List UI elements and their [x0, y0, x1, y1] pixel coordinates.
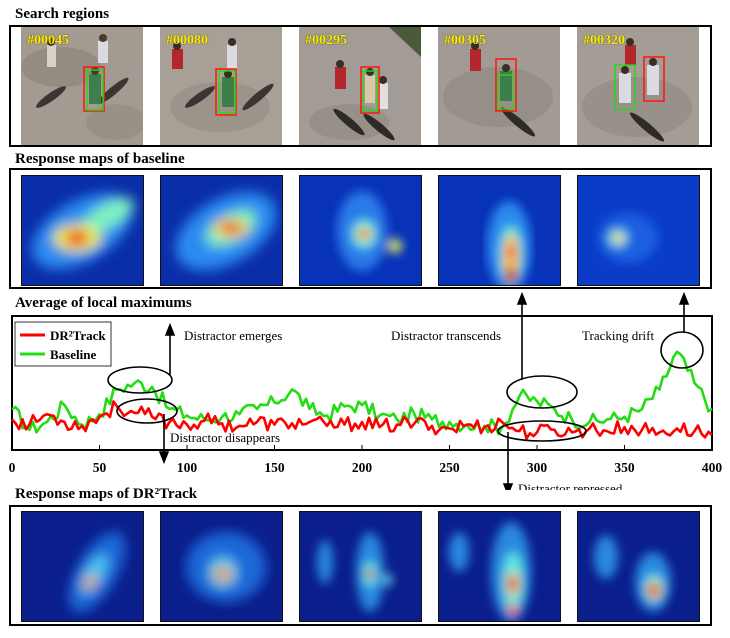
baseline-series-line [11, 350, 713, 436]
section-title-search: Search regions [15, 6, 110, 22]
annotation-transcends: Distractor transcends [391, 328, 501, 343]
drift-arrowhead [678, 291, 690, 305]
search-thumb-5: #00320 [577, 27, 699, 145]
disappears-arrowhead [158, 451, 170, 465]
dr2-map-3 [299, 511, 422, 622]
emerges-arrowhead [164, 322, 176, 336]
disappears-ellipse [116, 398, 178, 424]
emerges-ellipse [107, 366, 173, 394]
search-thumb-1: #00045 [21, 27, 143, 145]
x-tick-label: 150 [264, 460, 285, 475]
annotation-drift: Tracking drift [582, 328, 654, 343]
annotation-repressed: Distractor repressed [518, 481, 623, 490]
repressed-ellipse [497, 420, 587, 442]
section-title-baseline-maps: Response maps of baseline [15, 151, 185, 167]
baseline-map-5 [577, 175, 700, 286]
frame-label-5: #00320 [583, 33, 625, 48]
frame-label-1: #00045 [27, 33, 69, 48]
baseline-map-3 [299, 175, 422, 286]
x-tick-label: 0 [9, 460, 16, 475]
dr2-map-2 [160, 511, 283, 622]
baseline-map-2 [160, 175, 283, 286]
search-thumb-2: #00080 [160, 27, 282, 145]
baseline-map-1 [21, 175, 144, 286]
frame-label-4: #00305 [444, 33, 486, 48]
x-tick-label: 400 [702, 460, 723, 475]
legend-baseline-label: Baseline [50, 347, 96, 362]
repressed-arrowhead [502, 483, 514, 490]
section-title-dr2-maps: Response maps of DR²Track [15, 486, 198, 502]
annotation-emerges: Distractor emerges [184, 328, 282, 343]
x-tick-label: 100 [177, 460, 198, 475]
section-title-average: Average of local maximums [15, 295, 192, 311]
transcends-ellipse [506, 375, 578, 409]
x-tick-label: 250 [439, 460, 460, 475]
x-tick-label: 50 [93, 460, 107, 475]
search-thumb-3: #00295 [299, 27, 421, 145]
frame-label-3: #00295 [305, 33, 347, 48]
dr2-map-5 [577, 511, 700, 622]
search-regions-panel: #00045 #00080 #00295 #00305 [9, 25, 712, 147]
average-maximums-chart: 0 50 100 150 200 250 300 350 400 DR²Track Baseli… [9, 291, 723, 490]
baseline-map-4 [438, 175, 561, 286]
search-thumb-4: #00305 [438, 27, 560, 145]
dr2-maps-panel [9, 505, 712, 626]
x-tick-label: 200 [352, 460, 373, 475]
baseline-maps-panel [9, 168, 712, 289]
frame-label-2: #00080 [166, 33, 208, 48]
dr2-map-4 [438, 511, 561, 622]
legend-box [14, 321, 112, 367]
legend-dr2-label: DR²Track [50, 328, 106, 343]
transcends-arrowhead [516, 291, 528, 305]
annotation-disappears: Distractor disappears [170, 430, 280, 445]
dr2-map-1 [21, 511, 144, 622]
x-tick-label: 350 [614, 460, 635, 475]
drift-ellipse [660, 331, 704, 369]
x-tick-label: 300 [527, 460, 548, 475]
dr2track-series-line [11, 400, 713, 440]
